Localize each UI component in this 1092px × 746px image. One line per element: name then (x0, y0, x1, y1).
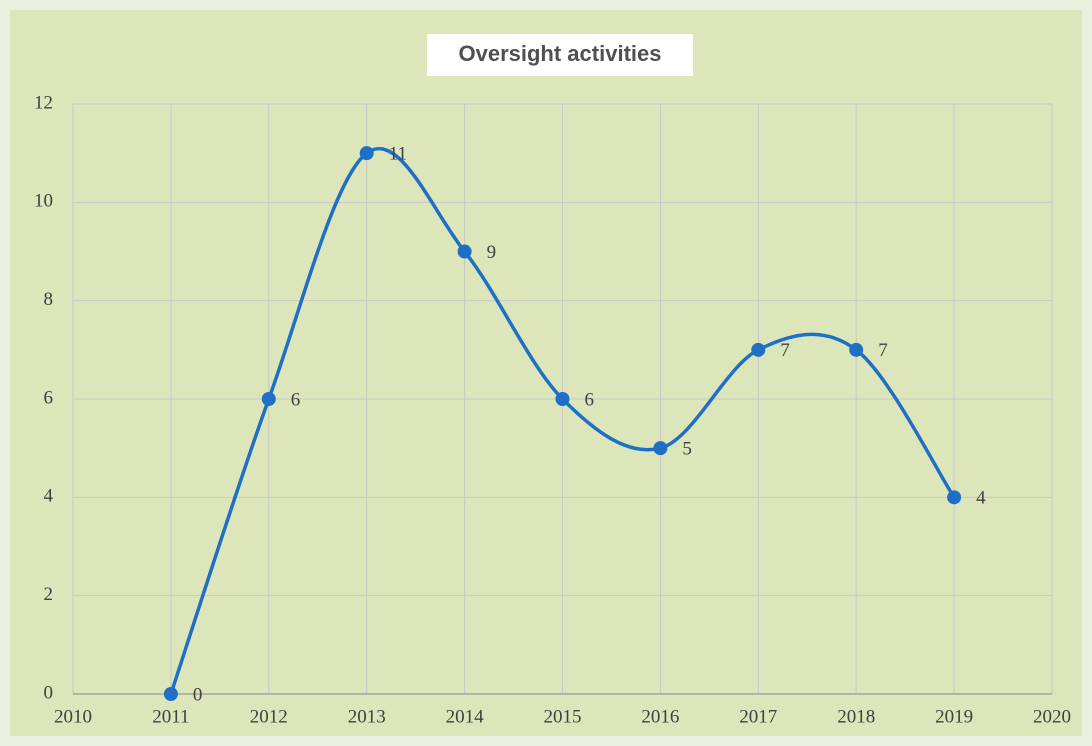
data-label: 0 (193, 684, 203, 705)
y-tick-label: 4 (44, 486, 54, 507)
title-box (427, 34, 693, 76)
marker (947, 490, 962, 505)
marker (653, 441, 668, 456)
chart-background (10, 10, 1082, 736)
y-tick-label: 0 (44, 682, 54, 703)
y-tick-label: 12 (34, 92, 53, 113)
x-tick-label: 2020 (1033, 706, 1071, 727)
data-label: 5 (682, 439, 692, 460)
data-label: 7 (780, 340, 790, 361)
data-label: 7 (878, 340, 888, 361)
x-tick-label: 2018 (837, 706, 875, 727)
data-label: 6 (585, 389, 595, 410)
x-tick-label: 2017 (739, 706, 777, 727)
x-tick-label: 2014 (446, 706, 485, 727)
x-tick-label: 2019 (935, 706, 973, 727)
marker (751, 342, 766, 357)
data-label: 6 (291, 389, 301, 410)
y-tick-label: 2 (44, 584, 54, 605)
x-tick-label: 2013 (348, 706, 386, 727)
data-label: 9 (487, 242, 497, 263)
chart-title: Oversight activities (459, 41, 662, 66)
x-tick-label: 2011 (152, 706, 189, 727)
data-label: 4 (976, 488, 986, 509)
data-label: 11 (389, 144, 407, 165)
marker (457, 244, 472, 259)
x-tick-label: 2012 (250, 706, 288, 727)
marker (163, 687, 178, 701)
x-tick-label: 2015 (544, 706, 582, 727)
marker (359, 146, 374, 161)
y-tick-label: 6 (44, 387, 54, 408)
y-tick-label: 10 (34, 191, 53, 212)
marker (555, 392, 570, 406)
marker (849, 342, 864, 357)
x-tick-label: 2010 (54, 706, 92, 727)
y-tick-label: 8 (44, 289, 54, 310)
x-tick-label: 2016 (641, 706, 679, 727)
marker (261, 392, 276, 406)
